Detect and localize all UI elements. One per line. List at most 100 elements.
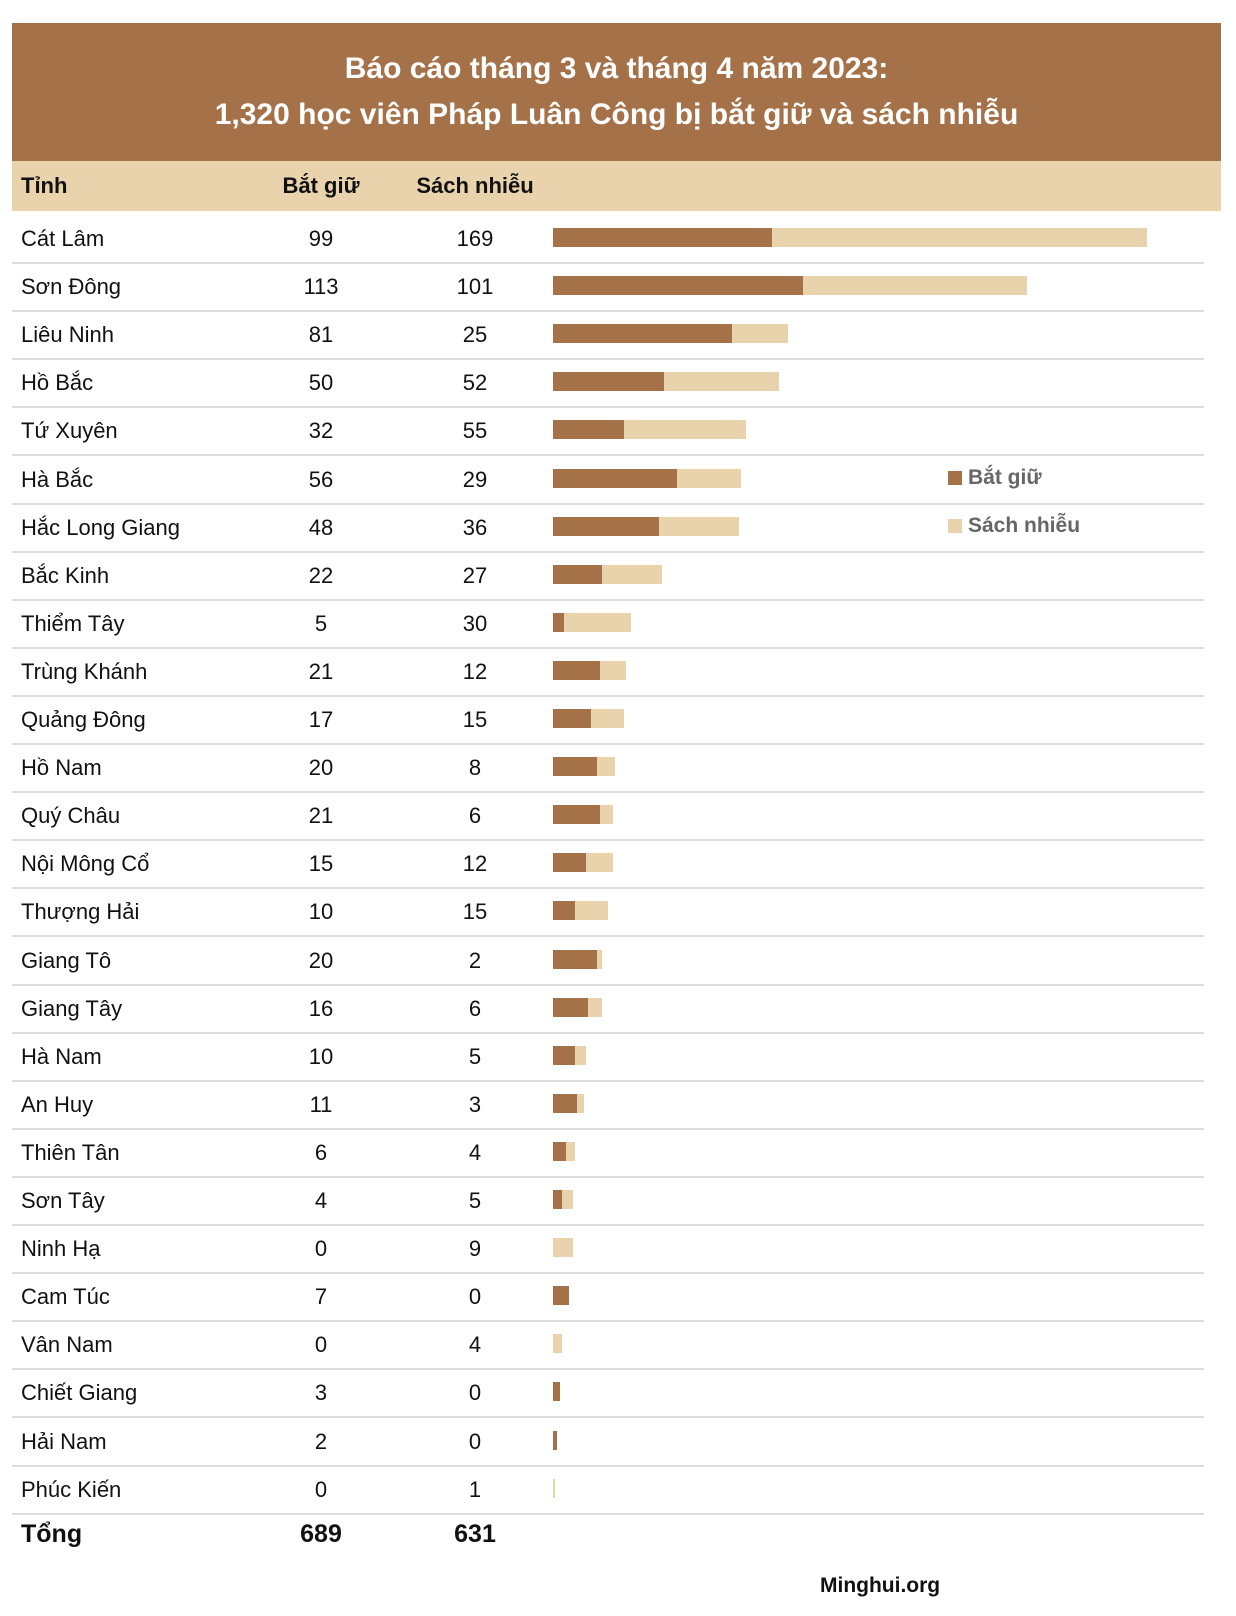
table-row: Liêu Ninh 81 25 <box>12 312 1204 361</box>
bar-arrested <box>553 1190 562 1209</box>
table-row: Giang Tây 16 6 <box>12 986 1204 1034</box>
province-name: Cát Lâm <box>21 226 105 251</box>
arrested-value: 20 <box>308 755 334 781</box>
province-name: Tứ Xuyên <box>21 418 118 444</box>
bar-harassed <box>772 228 1147 247</box>
harassed-value: 2 <box>468 947 482 973</box>
legend-harassed: Sách nhiễu <box>948 514 1080 538</box>
bar-arrested <box>553 372 664 392</box>
bar-harassed <box>566 1141 576 1161</box>
province-name: Bắc Kinh <box>21 562 110 588</box>
bar-harassed <box>553 1238 573 1258</box>
table-row: Hồ Nam 20 8 <box>12 745 1204 794</box>
harassed-value: 15 <box>462 899 488 925</box>
province-name: Nội Mông Cổ <box>21 851 150 877</box>
arrested-value: 56 <box>308 466 334 492</box>
bar-arrested <box>553 997 589 1017</box>
total-label: Tổng <box>21 1520 83 1548</box>
arrested-value: 15 <box>308 851 334 877</box>
table-row: Giang Tô 20 2 <box>12 938 1204 986</box>
province-name: Ninh Hạ <box>21 1236 101 1262</box>
table-row: Chiết Giang 3 0 <box>12 1370 1204 1419</box>
table-row: Sơn Tây 4 5 <box>12 1178 1204 1226</box>
bar-arrested <box>553 324 733 344</box>
legend-label: Bắt giữ <box>968 466 1042 489</box>
harassed-value: 27 <box>462 562 488 588</box>
arrested-value: 6 <box>314 1139 328 1165</box>
harassed-value: 4 <box>468 1332 482 1358</box>
title-banner: Báo cáo tháng 3 và tháng 4 năm 2023: 1,3… <box>12 23 1221 161</box>
harassed-value: 9 <box>468 1236 482 1262</box>
province-name: Hà Nam <box>21 1043 102 1069</box>
bar-arrested <box>553 1286 569 1306</box>
bar-arrested <box>553 853 587 873</box>
province-name: Vân Nam <box>21 1332 113 1358</box>
bar-harassed <box>659 516 740 536</box>
table-row: Ninh Hạ 0 9 <box>12 1226 1204 1275</box>
arrested-value: 2 <box>314 1428 328 1454</box>
bar-harassed <box>663 372 780 392</box>
arrested-value: 3 <box>314 1380 328 1406</box>
province-name: Giang Tô <box>21 947 112 973</box>
province-name: Liêu Ninh <box>21 322 114 348</box>
table-row: Thượng Hải 10 15 <box>12 889 1204 938</box>
province-name: Hà Bắc <box>21 466 94 492</box>
table-row: Quý Châu 21 6 <box>12 793 1204 842</box>
source-credit: Minghui.org <box>820 1574 941 1597</box>
harassed-value: 8 <box>468 755 482 781</box>
province-name: Trùng Khánh <box>21 658 148 684</box>
arrested-value: 113 <box>303 274 339 300</box>
legend-swatch-harassed <box>948 519 962 533</box>
harassed-value: 3 <box>468 1091 482 1117</box>
table-row: Hồ Bắc 50 52 <box>12 360 1204 409</box>
table-row: An Huy 11 3 <box>12 1082 1204 1130</box>
table-row: Cát Lâm 99 169 <box>12 216 1204 264</box>
harassed-value: 30 <box>462 610 488 636</box>
harassed-value: 12 <box>462 851 488 877</box>
bar-arrested <box>553 612 565 632</box>
province-name: Hồ Nam <box>21 755 102 781</box>
table-row: Hà Bắc 56 29 <box>12 457 1204 505</box>
arrested-value: 17 <box>308 707 334 732</box>
total-row: Tổng 689 631 <box>12 1520 1204 1560</box>
table-row: Hà Nam 10 5 <box>12 1034 1204 1082</box>
bar-arrested <box>553 516 660 536</box>
bar-arrested <box>553 660 600 680</box>
harassed-value: 0 <box>468 1428 482 1454</box>
harassed-value: 1 <box>468 1476 482 1502</box>
arrested-value: 22 <box>308 562 334 588</box>
table-header: Tỉnh Bắt giữ Sách nhiễu <box>12 161 1221 211</box>
bar-arrested <box>553 228 773 247</box>
bar-arrested <box>553 901 576 921</box>
province-name: Thiên Tân <box>21 1139 120 1165</box>
bar-arrested <box>553 757 598 777</box>
table-row: Tứ Xuyên 32 55 <box>12 408 1204 457</box>
arrested-value: 0 <box>314 1236 328 1262</box>
bar-harassed <box>597 757 616 777</box>
harassed-value: 5 <box>468 1043 482 1069</box>
bar-arrested <box>553 1141 567 1161</box>
bar-arrested <box>553 420 624 440</box>
bar-arrested <box>553 949 598 969</box>
harassed-value: 6 <box>468 803 482 829</box>
bar-harassed <box>553 1334 562 1354</box>
province-name: Hồ Bắc <box>21 370 94 396</box>
harassed-value: 55 <box>462 418 488 444</box>
header-province: Tỉnh <box>21 173 68 198</box>
title-line-2: 1,320 học viên Pháp Luân Công bị bắt giữ… <box>214 98 1019 131</box>
bar-harassed <box>564 612 631 632</box>
harassed-value: 52 <box>462 370 488 396</box>
table-row: Bắc Kinh 22 27 <box>12 553 1204 601</box>
bar-harassed <box>553 1478 556 1498</box>
arrested-value: 10 <box>308 1043 334 1069</box>
bar-harassed <box>575 1045 587 1065</box>
table-row: Quảng Đông 17 15 <box>12 697 1204 745</box>
arrested-value: 99 <box>308 226 334 251</box>
table-row: Nội Mông Cổ 15 12 <box>12 841 1204 890</box>
harassed-value: 25 <box>462 322 488 348</box>
harassed-value: 36 <box>462 514 488 540</box>
bar-arrested <box>553 1093 578 1113</box>
province-name: Thượng Hải <box>21 899 140 925</box>
bar-harassed <box>623 420 746 440</box>
bar-harassed <box>577 1093 585 1113</box>
